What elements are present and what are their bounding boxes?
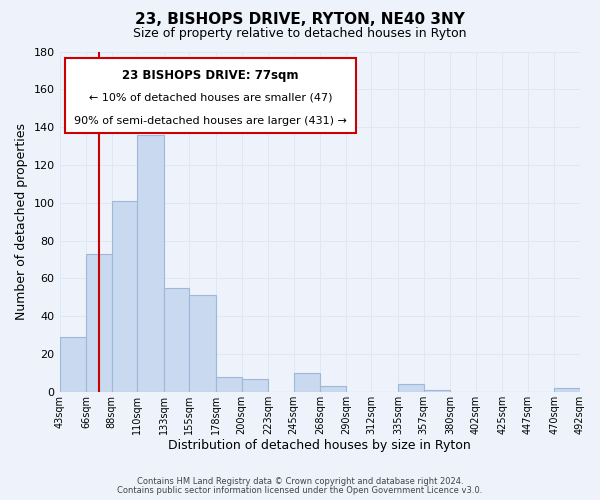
Y-axis label: Number of detached properties: Number of detached properties [15,123,28,320]
Bar [137,134,164,392]
Text: Contains HM Land Registry data © Crown copyright and database right 2024.: Contains HM Land Registry data © Crown c… [137,477,463,486]
Text: Contains public sector information licensed under the Open Government Licence v3: Contains public sector information licen… [118,486,482,495]
Text: 23 BISHOPS DRIVE: 77sqm: 23 BISHOPS DRIVE: 77sqm [122,68,299,82]
Text: Size of property relative to detached houses in Ryton: Size of property relative to detached ho… [133,28,467,40]
Bar [86,254,112,392]
Text: 90% of semi-detached houses are larger (431) →: 90% of semi-detached houses are larger (… [74,116,347,126]
FancyBboxPatch shape [65,58,356,133]
Bar [190,296,216,392]
Bar [164,288,190,392]
Text: 23, BISHOPS DRIVE, RYTON, NE40 3NY: 23, BISHOPS DRIVE, RYTON, NE40 3NY [135,12,465,28]
Bar [59,337,86,392]
Text: ← 10% of detached houses are smaller (47): ← 10% of detached houses are smaller (47… [89,92,332,102]
Bar [293,373,320,392]
Bar [554,388,580,392]
Bar [398,384,424,392]
Bar [216,376,242,392]
X-axis label: Distribution of detached houses by size in Ryton: Distribution of detached houses by size … [169,440,471,452]
Bar [424,390,450,392]
Bar [112,201,137,392]
Bar [242,378,268,392]
Bar [320,386,346,392]
